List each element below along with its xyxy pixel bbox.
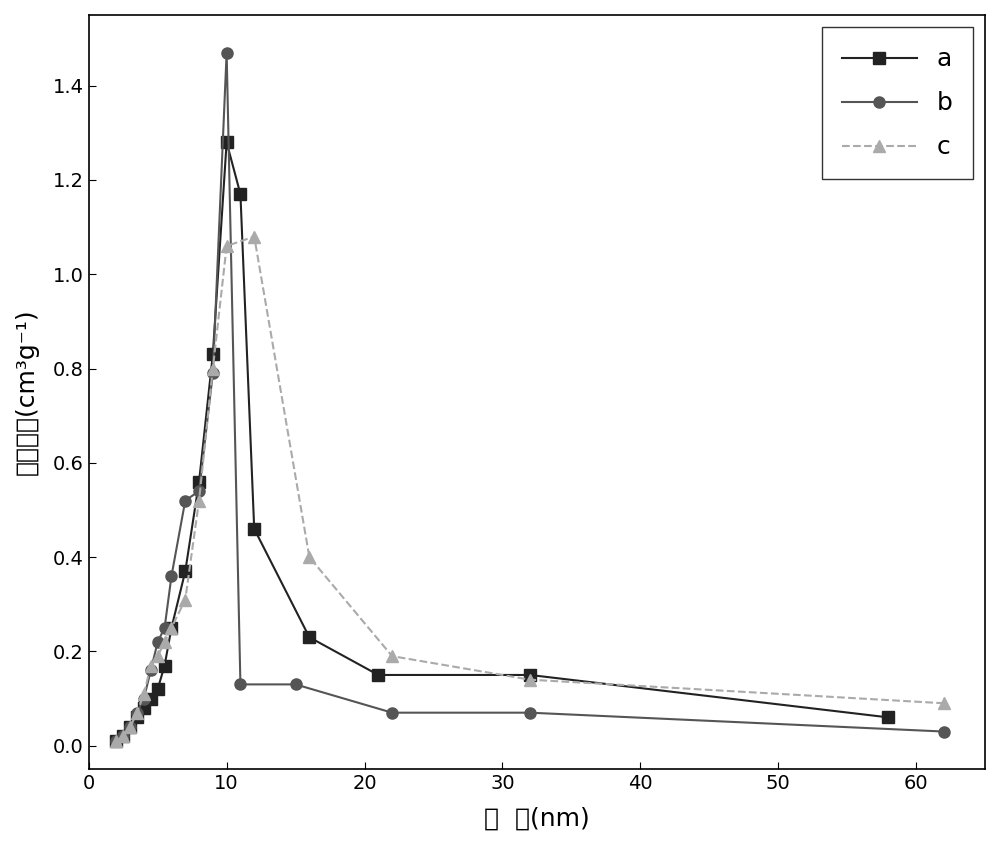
a — [234, 189, 246, 199]
a — [248, 524, 260, 534]
a — [131, 712, 143, 722]
Legend: a, b, c: a, b, c — [822, 28, 972, 179]
a — [221, 137, 233, 147]
b — [145, 665, 157, 675]
a — [193, 476, 205, 486]
c — [124, 722, 136, 732]
a — [110, 736, 122, 746]
c — [165, 623, 177, 633]
a — [145, 694, 157, 704]
a — [524, 670, 536, 680]
b — [110, 736, 122, 746]
Line: c: c — [111, 231, 949, 746]
c — [179, 595, 191, 605]
b — [234, 679, 246, 689]
a — [138, 703, 150, 713]
c — [145, 661, 157, 671]
c — [524, 674, 536, 684]
c — [117, 731, 129, 741]
c — [152, 651, 164, 662]
a — [117, 731, 129, 741]
c — [938, 698, 950, 708]
b — [117, 731, 129, 741]
a — [882, 712, 894, 722]
a — [179, 566, 191, 576]
Line: b: b — [111, 47, 949, 746]
b — [193, 486, 205, 497]
b — [207, 368, 219, 378]
b — [165, 571, 177, 581]
b — [124, 722, 136, 732]
a — [124, 722, 136, 732]
b — [131, 707, 143, 717]
c — [138, 689, 150, 699]
a — [303, 632, 315, 642]
c — [248, 232, 260, 242]
a — [152, 684, 164, 695]
c — [207, 364, 219, 374]
c — [131, 707, 143, 717]
b — [152, 637, 164, 647]
c — [386, 651, 398, 662]
c — [110, 736, 122, 746]
c — [159, 637, 171, 647]
b — [159, 623, 171, 633]
c — [221, 241, 233, 251]
b — [138, 694, 150, 704]
b — [179, 496, 191, 506]
a — [159, 661, 171, 671]
a — [207, 349, 219, 360]
c — [193, 496, 205, 506]
Y-axis label: 吸附容量(cm³g⁻¹): 吸附容量(cm³g⁻¹) — [15, 309, 39, 475]
b — [386, 707, 398, 717]
Line: a: a — [111, 137, 894, 746]
a — [165, 623, 177, 633]
b — [938, 727, 950, 737]
b — [290, 679, 302, 689]
c — [303, 552, 315, 563]
b — [524, 707, 536, 717]
b — [221, 47, 233, 58]
a — [372, 670, 384, 680]
X-axis label: 孔  径(nm): 孔 径(nm) — [484, 807, 590, 831]
